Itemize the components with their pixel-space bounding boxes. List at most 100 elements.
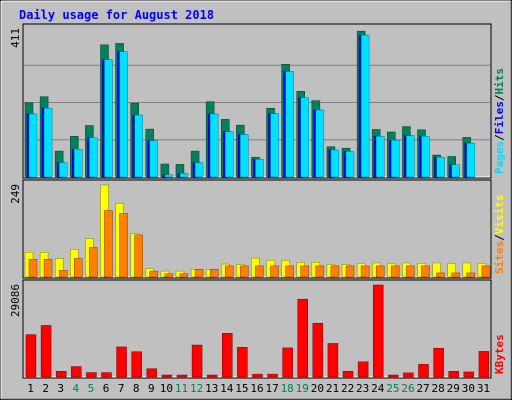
panel-legend-label: KBytes — [493, 334, 506, 374]
bar-sites — [119, 213, 128, 278]
bar-sites — [360, 265, 370, 278]
bar-kbytes — [191, 344, 203, 378]
panel-kbytes: 29086 KBytes — [9, 279, 506, 379]
x-tick-label: 10 — [160, 382, 173, 395]
bar-pages — [436, 156, 445, 178]
x-tick-label: 23 — [356, 382, 369, 395]
bar-sites — [300, 265, 309, 278]
bar-sites — [315, 265, 325, 278]
x-tick-label: 7 — [118, 382, 125, 395]
bar-pages — [43, 107, 53, 178]
bar-sites — [285, 265, 294, 278]
bar-pages — [164, 174, 174, 178]
legend-part: Sites — [493, 241, 506, 274]
panel-plot-area — [22, 279, 492, 379]
bar-sites — [240, 265, 249, 278]
bar-pages — [255, 159, 264, 178]
bar-pages — [406, 135, 415, 178]
x-tick-label: 16 — [250, 382, 263, 395]
bar-sites — [255, 265, 264, 278]
bar-kbytes — [25, 334, 37, 378]
x-tick-label: 5 — [88, 382, 95, 395]
bar-pages — [300, 97, 309, 178]
x-tick-label: 2 — [42, 382, 49, 395]
bar-kbytes — [206, 374, 218, 378]
x-tick-label: 26 — [401, 382, 414, 395]
bar-sites — [436, 272, 445, 278]
x-tick-label: 22 — [341, 382, 354, 395]
bar-sites — [391, 265, 400, 278]
bar-kbytes — [101, 372, 112, 378]
bar-kbytes — [478, 351, 490, 378]
bar-kbytes — [252, 373, 263, 378]
bar-sites — [270, 265, 279, 278]
bar-pages — [74, 149, 83, 178]
legend-part: Pages — [493, 141, 506, 174]
x-tick-label: 11 — [175, 382, 188, 395]
bar-kbytes — [297, 298, 308, 378]
legend-part: Hits — [493, 68, 506, 95]
bar-kbytes — [418, 364, 429, 378]
bar-kbytes — [55, 371, 67, 378]
x-tick-label: 18 — [281, 382, 294, 395]
bar-kbytes — [372, 284, 384, 378]
x-tick-label: 12 — [190, 382, 203, 395]
x-tick-label: 20 — [311, 382, 324, 395]
x-tick-label: 1 — [27, 382, 34, 395]
bar-kbytes — [403, 372, 414, 378]
bar-pages — [225, 131, 234, 178]
x-tick-label: 8 — [133, 382, 140, 395]
bar-pages — [451, 164, 460, 178]
bar-pages — [421, 136, 430, 178]
bar-sites — [225, 265, 234, 278]
chart-panels: 411Pages/Files/Hits249Sites/Visits29086K… — [9, 23, 506, 379]
x-tick-label: 17 — [265, 382, 278, 395]
legend-part: / — [493, 134, 506, 141]
bar-sites — [89, 247, 98, 278]
bar-kbytes — [267, 373, 278, 378]
bar-kbytes — [116, 346, 127, 378]
x-tick-label: 24 — [371, 382, 385, 395]
bar-sites — [104, 210, 113, 278]
bar-kbytes — [312, 322, 324, 378]
x-tick-label: 25 — [386, 382, 399, 395]
bar-pages — [360, 34, 370, 178]
legend-part: Files — [493, 101, 506, 134]
chart-title: Daily usage for August 2018 — [19, 8, 214, 22]
legend-part: / — [493, 234, 506, 241]
bar-sites — [194, 268, 204, 278]
x-tick-label: 28 — [432, 382, 445, 395]
bar-pages — [179, 173, 189, 178]
x-tick-label: 21 — [326, 382, 339, 395]
bar-sites — [466, 272, 476, 278]
bar-pages — [134, 114, 143, 178]
x-tick-label: 13 — [205, 382, 218, 395]
x-tick-label: 14 — [220, 382, 234, 395]
bar-sites — [330, 265, 340, 278]
bar-pages — [270, 113, 279, 178]
x-tick-label: 27 — [416, 382, 429, 395]
panel-max-label: 29086 — [9, 284, 22, 317]
bar-kbytes — [176, 374, 188, 378]
bar-pages — [315, 109, 325, 178]
x-tick-label: 29 — [447, 382, 460, 395]
x-tick-label: 19 — [296, 382, 309, 395]
bar-sites — [28, 259, 38, 278]
x-axis-labels: 1 2 3 4 5 6 7 8 9 10 11 12 13 14 15 16 17 18 19 20 21 22 23 24 2… — [27, 382, 490, 395]
bar-kbytes — [131, 351, 142, 378]
bar-sites — [179, 273, 189, 278]
legend-part: / — [493, 94, 506, 101]
panel-visits: 249 Sites/Visits — [9, 179, 506, 279]
bar-sites — [149, 270, 159, 278]
bar-pages — [58, 162, 68, 178]
bar-sites — [451, 272, 460, 278]
bar-kbytes — [146, 368, 158, 378]
bar-sites — [58, 270, 68, 278]
bar-sites — [421, 265, 430, 278]
panel-max-label: 249 — [9, 184, 22, 204]
bar-kbytes — [161, 374, 173, 378]
bar-sites — [375, 265, 385, 278]
legend-part: Visits — [493, 195, 506, 235]
